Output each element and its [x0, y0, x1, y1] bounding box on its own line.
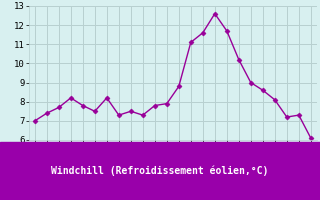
- Text: Windchill (Refroidissement éolien,°C): Windchill (Refroidissement éolien,°C): [51, 166, 269, 176]
